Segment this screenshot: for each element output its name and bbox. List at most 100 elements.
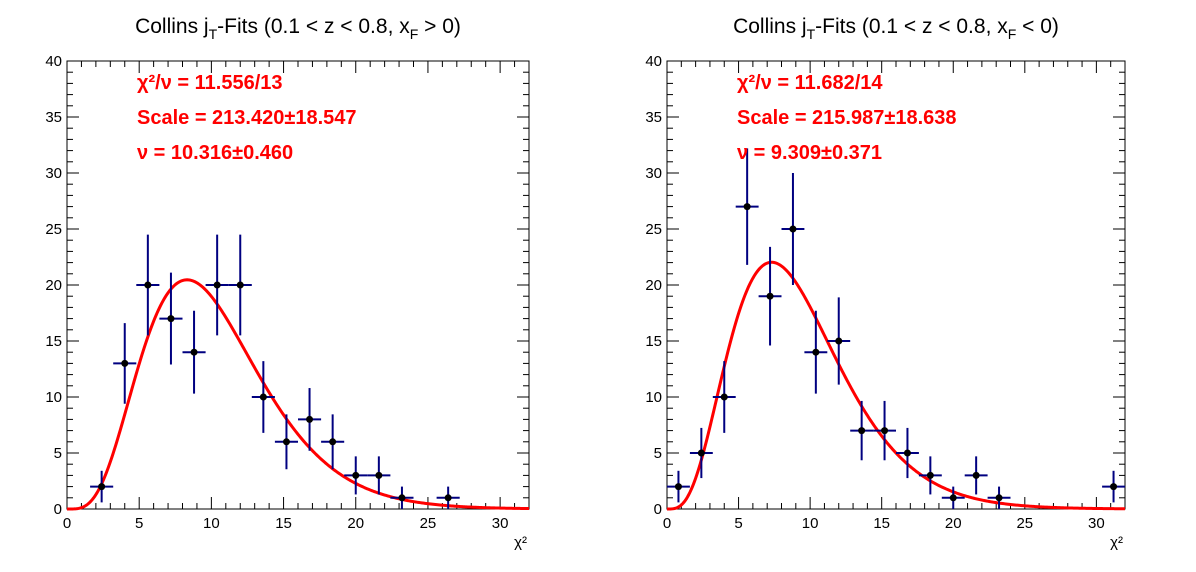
data-point-group (274, 414, 298, 470)
data-point-group (873, 400, 896, 461)
data-point-group (850, 400, 874, 461)
data-point (236, 281, 244, 289)
fit-stat-label: Scale = 213.420±18.547 (137, 107, 357, 129)
data-point (213, 281, 221, 289)
y-tick-label: 20 (45, 277, 62, 294)
y-tick-label: 30 (45, 165, 62, 182)
data-point (881, 427, 889, 435)
y-tick-label: 15 (645, 333, 662, 350)
chart-title: Collins jT-Fits (0.1 < z < 0.8, xF > 0) (135, 15, 461, 42)
data-point (812, 348, 820, 356)
data-point-group (781, 173, 805, 285)
y-tick-label: 0 (654, 501, 662, 518)
y-tick-label: 15 (45, 333, 62, 350)
data-point-group (758, 246, 782, 346)
data-point (352, 471, 360, 479)
data-point (789, 225, 797, 233)
y-tick-label: 20 (645, 277, 662, 294)
data-point (766, 292, 774, 300)
x-tick-label: 30 (1088, 515, 1105, 532)
data-point-group (827, 297, 851, 385)
y-tick-label: 25 (645, 221, 662, 238)
data-point (743, 203, 751, 211)
data-point-group (735, 148, 759, 265)
data-point-group (159, 272, 183, 365)
data-point-group (964, 456, 988, 495)
data-point (375, 471, 383, 479)
data-point-group (113, 323, 137, 404)
data-point (926, 471, 934, 479)
x-tick-label: 15 (275, 515, 292, 532)
data-point (121, 359, 129, 367)
data-point-group (941, 486, 965, 509)
data-point-group (896, 427, 919, 479)
fit-stat-label: Scale = 215.987±18.638 (737, 107, 957, 129)
y-tick-label: 40 (645, 53, 662, 70)
data-point-group (1102, 470, 1125, 503)
y-tick-label: 0 (54, 501, 62, 518)
x-tick-label: 20 (945, 515, 962, 532)
data-point-group (136, 234, 160, 336)
y-tick-label: 35 (45, 109, 62, 126)
x-tick-label: 15 (873, 515, 890, 532)
data-point-group (251, 361, 275, 433)
data-point-group (321, 414, 345, 470)
data-point-group (228, 234, 252, 336)
x-tick-label: 25 (420, 515, 437, 532)
data-point (144, 281, 152, 289)
data-point-group (918, 456, 942, 495)
data-point (697, 449, 705, 457)
x-tick-label: 25 (1016, 515, 1033, 532)
data-point (903, 449, 911, 457)
data-point (98, 483, 106, 491)
data-point-group (205, 234, 229, 336)
data-point (259, 393, 267, 401)
x-tick-label: 10 (802, 515, 819, 532)
data-point (674, 483, 682, 491)
x-tick-label: 20 (347, 515, 364, 532)
data-point-group (390, 486, 414, 509)
x-axis-label: χ² (514, 534, 527, 551)
fit-stat-label: ν = 10.316±0.460 (137, 142, 293, 164)
y-tick-label: 5 (654, 445, 662, 462)
data-point (835, 337, 843, 345)
data-point-group (689, 427, 713, 479)
data-point-group (712, 361, 736, 433)
fit-curve (667, 260, 1125, 511)
data-point (398, 494, 406, 502)
x-tick-label: 30 (492, 515, 509, 532)
y-tick-label: 40 (45, 53, 62, 70)
data-point (190, 348, 198, 356)
data-point-group (182, 310, 206, 394)
data-point-group (298, 388, 322, 451)
data-point (720, 393, 728, 401)
fit-stat-label: χ²/ν = 11.682/14 (737, 72, 883, 94)
data-point (282, 438, 290, 446)
x-tick-label: 5 (135, 515, 143, 532)
chart-panel-2: Collins jT-Fits (0.1 < z < 0.8, xF < 0) 0… (645, 15, 1126, 551)
data-point (972, 471, 980, 479)
x-tick-label: 5 (734, 515, 742, 532)
data-point-group (804, 310, 828, 394)
x-tick-label: 0 (663, 515, 671, 532)
data-point (329, 438, 337, 446)
x-tick-label: 10 (203, 515, 220, 532)
data-point (995, 494, 1003, 502)
data-point (444, 494, 452, 502)
data-point (858, 427, 866, 435)
data-point-group (987, 486, 1011, 509)
chart-title: Collins jT-Fits (0.1 < z < 0.8, xF < 0) (733, 15, 1059, 42)
y-tick-label: 10 (45, 389, 62, 406)
data-point-group (667, 470, 690, 503)
fit-stat-label: ν = 9.309±0.371 (737, 142, 882, 164)
data-point (949, 494, 957, 502)
y-tick-label: 25 (45, 221, 62, 238)
data-point-group (367, 456, 391, 495)
x-tick-label: 0 (63, 515, 71, 532)
x-axis-label: χ² (1110, 534, 1123, 551)
fit-stat-label: χ²/ν = 11.556/13 (137, 72, 283, 94)
y-tick-label: 30 (645, 165, 662, 182)
data-point-group (436, 486, 460, 509)
